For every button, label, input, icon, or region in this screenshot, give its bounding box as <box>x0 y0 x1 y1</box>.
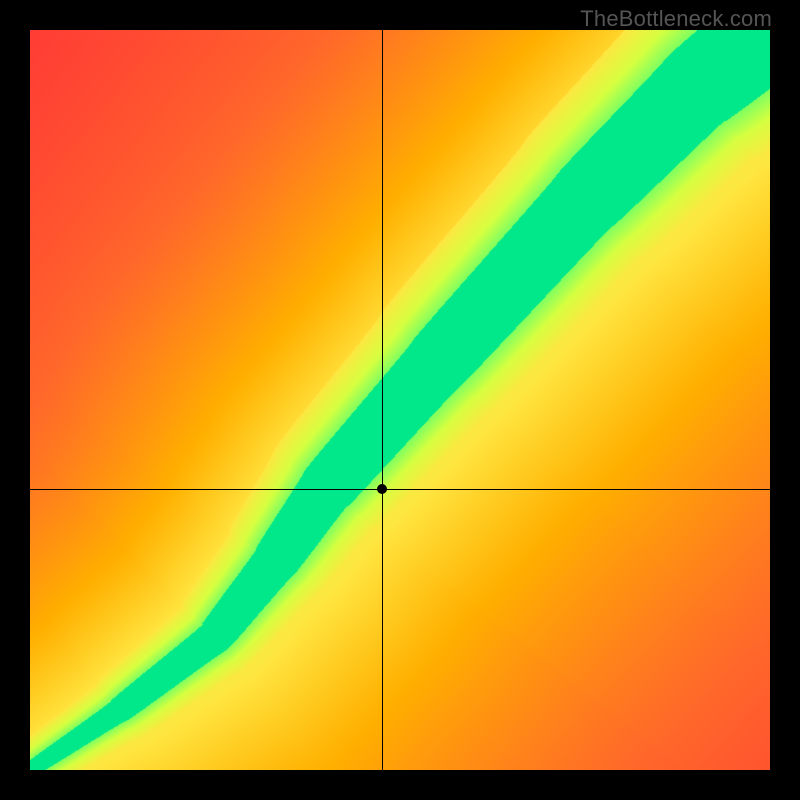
crosshair-horizontal <box>30 489 770 490</box>
crosshair-vertical <box>382 30 383 770</box>
heatmap-canvas <box>30 30 770 770</box>
crosshair-marker <box>377 484 387 494</box>
heatmap-plot <box>30 30 770 770</box>
watermark-text: TheBottleneck.com <box>580 6 772 32</box>
